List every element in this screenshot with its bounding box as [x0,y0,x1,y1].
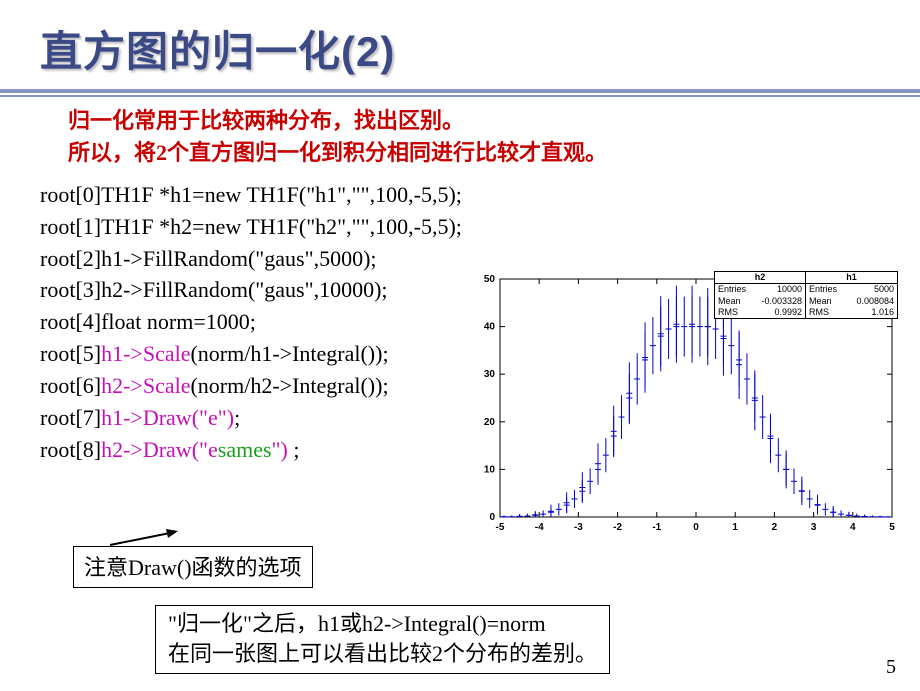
svg-text:0: 0 [693,522,699,533]
svg-text:10: 10 [484,464,496,475]
page-number: 5 [886,656,896,679]
arrow-icon [108,529,178,547]
svg-text:-4: -4 [535,522,544,533]
note-integral: "归一化"之后，h1或h2->Integral()=norm 在同一张图上可以看… [155,605,610,674]
divider-thick [0,89,920,93]
title-text: 直方图的归一化(2) [40,0,880,89]
svg-text:30: 30 [484,369,496,380]
intro-text: 归一化常用于比较两种分布，找出区别。 所以，将2个直方图归一化到积分相同进行比较… [68,105,880,169]
slide-title: 直方图的归一化(2) [40,0,880,89]
stats-box-h2: h2 Entries10000 Mean-0.003328 RMS0.9992 [714,271,806,319]
svg-text:-2: -2 [613,522,622,533]
svg-text:-3: -3 [574,522,583,533]
svg-text:3: 3 [811,522,817,533]
divider-thin [0,95,920,97]
svg-text:0: 0 [489,512,495,523]
svg-text:40: 40 [484,322,496,333]
svg-text:1: 1 [732,522,738,533]
svg-text:4: 4 [850,522,856,533]
intro-line-2: 所以，将2个直方图归一化到积分相同进行比较才直观。 [68,137,880,169]
svg-text:-1: -1 [652,522,661,533]
svg-text:5: 5 [889,522,895,533]
note-draw-options: 注意Draw()函数的选项 [73,546,313,588]
svg-text:20: 20 [484,417,496,428]
svg-text:-5: -5 [496,522,505,533]
svg-text:50: 50 [484,274,496,285]
intro-line-1: 归一化常用于比较两种分布，找出区别。 [68,105,880,137]
stats-box-h1: h1 Entries5000 Mean0.008084 RMS1.016 [806,271,898,319]
histogram-chart: 0 10 20 30 40 50 -5 -4 -3 -2 -1 0 1 2 3 4 5 h2 Entries10… [466,271,898,535]
svg-text:2: 2 [772,522,778,533]
